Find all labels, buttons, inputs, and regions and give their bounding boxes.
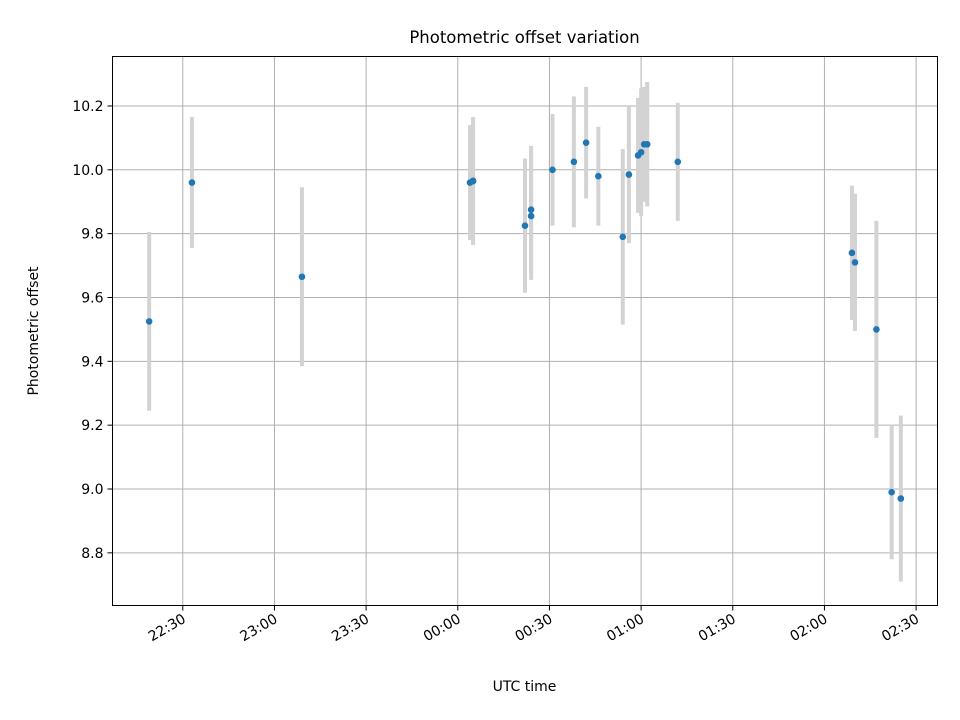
chart-title: Photometric offset variation [409,28,639,47]
x-axis-ticks: 22:30 23:00 23:30 00:00 00:30 01:00 01:30 02:00… [146,605,922,645]
data-point [643,140,651,148]
y-axis-ticks: 8.8 9.0 9.2 9.4 9.6 9.8 10.0 10.2 [72,99,113,562]
data-points [145,139,905,502]
x-tick-label: 00:00 [421,611,464,645]
x-tick-label: 22:30 [146,611,189,645]
y-tick-label: 8.8 [81,546,103,562]
y-tick-label: 9.4 [81,354,103,370]
data-point [674,158,682,166]
data-point [595,172,602,180]
plot-area [112,56,938,606]
data-point [570,158,578,166]
x-tick-label: 02:30 [879,611,922,645]
y-tick-label: 9.6 [81,290,103,306]
data-point [637,148,645,156]
data-point [582,139,590,146]
x-tick-label: 01:00 [604,611,647,645]
x-tick-label: 00:30 [512,611,555,645]
x-tick-label: 01:30 [696,611,739,645]
y-axis-label: Photometric offset [26,266,42,396]
y-tick-label: 9.0 [81,482,103,498]
x-axis-label: UTC time [493,679,557,695]
x-tick-label: 02:00 [787,611,830,645]
grid-lines [112,56,938,606]
data-point [188,179,196,186]
error-bars [147,82,903,582]
data-point [145,318,153,325]
data-point [848,249,856,257]
data-point [851,259,859,266]
data-point [549,166,556,174]
y-tick-label: 10.2 [72,99,103,115]
y-tick-label: 9.8 [81,227,103,243]
data-point [873,326,880,333]
data-point [619,233,627,241]
data-point [897,495,905,502]
data-point [298,273,306,281]
data-point [888,488,895,496]
data-point [527,212,535,220]
y-tick-label: 9.2 [81,418,103,434]
data-point [521,222,529,229]
data-point [527,206,535,214]
data-point [469,177,477,185]
data-point [625,171,633,178]
x-tick-label: 23:00 [237,611,280,645]
x-tick-label: 23:30 [329,611,372,645]
y-tick-label: 10.0 [72,163,103,179]
